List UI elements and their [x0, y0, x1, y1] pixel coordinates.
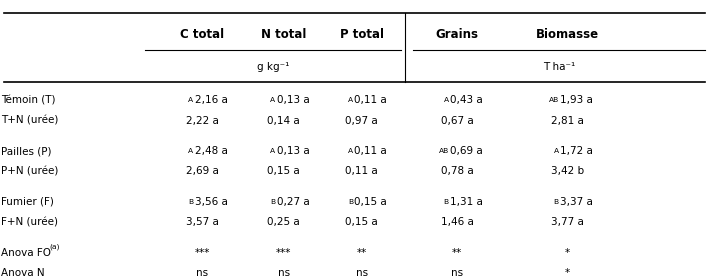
Text: Anova N: Anova N — [1, 268, 45, 278]
Text: 3,57 a: 3,57 a — [186, 217, 218, 227]
Text: 2,16 a: 2,16 a — [195, 95, 228, 105]
Text: ns: ns — [196, 268, 208, 278]
Text: B: B — [348, 199, 353, 205]
Text: 2,69 a: 2,69 a — [186, 166, 218, 176]
Text: A: A — [270, 148, 275, 154]
Text: *: * — [564, 268, 570, 278]
Text: A: A — [189, 148, 194, 154]
Text: A: A — [348, 148, 353, 154]
Text: A: A — [270, 97, 275, 104]
Text: B: B — [554, 199, 559, 205]
Text: 2,48 a: 2,48 a — [195, 146, 228, 156]
Text: 0,27 a: 0,27 a — [277, 197, 309, 207]
Text: 0,15 a: 0,15 a — [267, 166, 300, 176]
Text: B: B — [270, 199, 275, 205]
Text: A: A — [554, 148, 559, 154]
Text: 1,46 a: 1,46 a — [441, 217, 474, 227]
Text: 0,69 a: 0,69 a — [450, 146, 483, 156]
Text: AB: AB — [439, 148, 449, 154]
Text: 2,22 a: 2,22 a — [186, 116, 218, 126]
Text: 0,78 a: 0,78 a — [441, 166, 474, 176]
Text: Fumier (F): Fumier (F) — [1, 197, 55, 207]
Text: Anova FO: Anova FO — [1, 248, 52, 258]
Text: A: A — [189, 97, 194, 104]
Text: **: ** — [452, 248, 462, 258]
Text: B: B — [444, 199, 449, 205]
Text: ***: *** — [276, 248, 291, 258]
Text: ***: *** — [194, 248, 210, 258]
Text: A: A — [444, 97, 449, 104]
Text: g kg⁻¹: g kg⁻¹ — [257, 62, 289, 72]
Text: 3,77 a: 3,77 a — [551, 217, 584, 227]
Text: A: A — [348, 97, 353, 104]
Text: ns: ns — [277, 268, 290, 278]
Text: ns: ns — [451, 268, 464, 278]
Text: 0,67 a: 0,67 a — [441, 116, 474, 126]
Text: N total: N total — [261, 28, 306, 41]
Text: ns: ns — [355, 268, 368, 278]
Text: T+N (urée): T+N (urée) — [1, 116, 59, 126]
Text: B: B — [189, 199, 194, 205]
Text: 3,37 a: 3,37 a — [560, 197, 593, 207]
Text: 2,81 a: 2,81 a — [551, 116, 584, 126]
Text: Pailles (P): Pailles (P) — [1, 146, 52, 156]
Text: P total: P total — [340, 28, 384, 41]
Text: 0,11 a: 0,11 a — [345, 166, 378, 176]
Text: Grains: Grains — [436, 28, 479, 41]
Text: 0,11 a: 0,11 a — [354, 95, 387, 105]
Text: 1,93 a: 1,93 a — [560, 95, 593, 105]
Text: P+N (urée): P+N (urée) — [1, 166, 59, 176]
Text: 0,15 a: 0,15 a — [345, 217, 378, 227]
Text: 0,14 a: 0,14 a — [267, 116, 300, 126]
Text: (a): (a) — [50, 244, 60, 251]
Text: 3,56 a: 3,56 a — [195, 197, 228, 207]
Text: 0,25 a: 0,25 a — [267, 217, 300, 227]
Text: 0,97 a: 0,97 a — [345, 116, 378, 126]
Text: 1,72 a: 1,72 a — [560, 146, 593, 156]
Text: 0,43 a: 0,43 a — [450, 95, 483, 105]
Text: 0,13 a: 0,13 a — [277, 95, 309, 105]
Text: 0,15 a: 0,15 a — [354, 197, 387, 207]
Text: 1,31 a: 1,31 a — [450, 197, 483, 207]
Text: 0,11 a: 0,11 a — [354, 146, 387, 156]
Text: *: * — [564, 248, 570, 258]
Text: AB: AB — [549, 97, 559, 104]
Text: F+N (urée): F+N (urée) — [1, 217, 58, 227]
Text: T ha⁻¹: T ha⁻¹ — [543, 62, 576, 72]
Text: 0,13 a: 0,13 a — [277, 146, 309, 156]
Text: 3,42 b: 3,42 b — [551, 166, 584, 176]
Text: **: ** — [357, 248, 367, 258]
Text: Témoin (T): Témoin (T) — [1, 95, 56, 105]
Text: C total: C total — [180, 28, 224, 41]
Text: Biomasse: Biomasse — [535, 28, 599, 41]
